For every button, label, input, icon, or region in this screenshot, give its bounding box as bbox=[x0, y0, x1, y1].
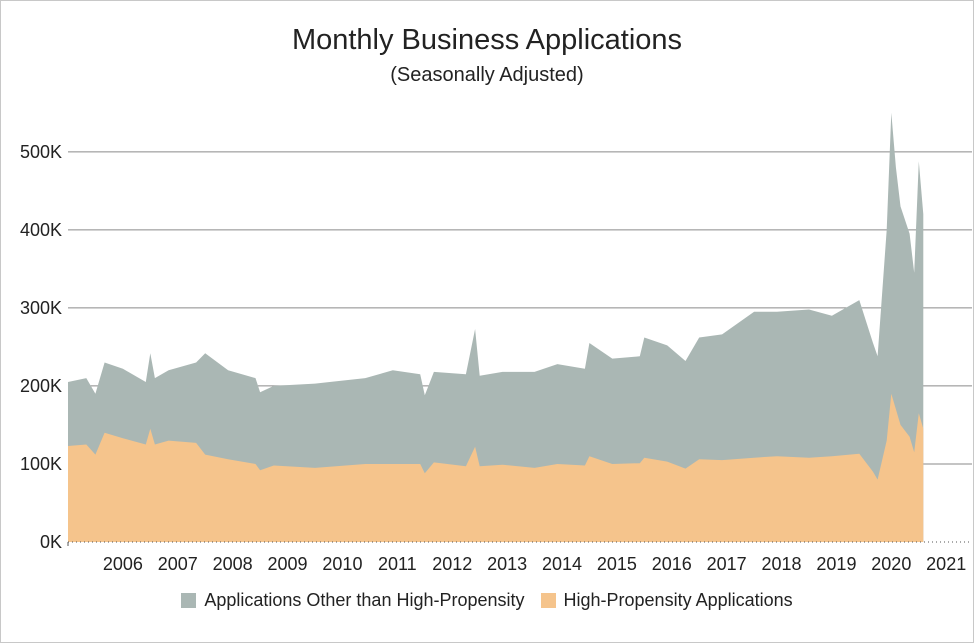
chart-subtitle: (Seasonally Adjusted) bbox=[390, 64, 584, 86]
legend-item-high-propensity: High-Propensity Applications bbox=[540, 590, 793, 611]
x-tick-label-2017: 2017 bbox=[707, 554, 747, 574]
y-tick-label-4: 400K bbox=[20, 220, 62, 240]
chart-title: Monthly Business Applications bbox=[291, 24, 683, 56]
area-other-applications bbox=[68, 112, 924, 543]
y-tick-label-3: 300K bbox=[20, 298, 62, 318]
x-tick-label-2021: 2021 bbox=[926, 554, 966, 574]
legend-label-other: Applications Other than High-Propensity bbox=[204, 590, 525, 610]
x-tick-label-2011: 2011 bbox=[378, 554, 417, 574]
x-tick-label-2019: 2019 bbox=[816, 554, 856, 574]
x-tick-label-2010: 2010 bbox=[322, 554, 362, 574]
area-high-propensity bbox=[68, 393, 924, 542]
x-axis: 2006 2007 2008 2009 2010 2011 2012 2013 2014 2015… bbox=[67, 541, 972, 574]
x-tick-label-2014: 2014 bbox=[542, 554, 582, 574]
legend-item-other: Applications Other than High-Propensity bbox=[181, 590, 525, 611]
legend: Applications Other than High-Propensity … bbox=[0, 590, 974, 611]
x-tick-label-2013: 2013 bbox=[487, 554, 527, 574]
x-tick-label-2007: 2007 bbox=[158, 554, 198, 574]
y-axis: 0K 100K 200K 300K 400K 500K bbox=[20, 142, 62, 552]
x-tick-label-2012: 2012 bbox=[432, 554, 472, 574]
x-tick-label-2015: 2015 bbox=[597, 554, 637, 574]
y-tick-label-2: 200K bbox=[20, 376, 62, 396]
x-tick-label-2018: 2018 bbox=[762, 554, 802, 574]
y-tick-label-1: 100K bbox=[20, 454, 62, 474]
x-tick-label-2008: 2008 bbox=[213, 554, 253, 574]
y-tick-label-0: 0K bbox=[40, 532, 62, 552]
y-tick-label-5: 500K bbox=[20, 142, 62, 162]
x-tick-label-2020: 2020 bbox=[871, 554, 911, 574]
legend-swatch-high-propensity bbox=[540, 593, 556, 608]
x-tick-label-2009: 2009 bbox=[268, 554, 308, 574]
chart-areas bbox=[68, 112, 924, 543]
legend-label-high-propensity: High-Propensity Applications bbox=[563, 590, 793, 610]
x-tick-label-2006: 2006 bbox=[103, 554, 143, 574]
x-tick-label-2016: 2016 bbox=[652, 554, 692, 574]
legend-swatch-other bbox=[181, 593, 197, 608]
